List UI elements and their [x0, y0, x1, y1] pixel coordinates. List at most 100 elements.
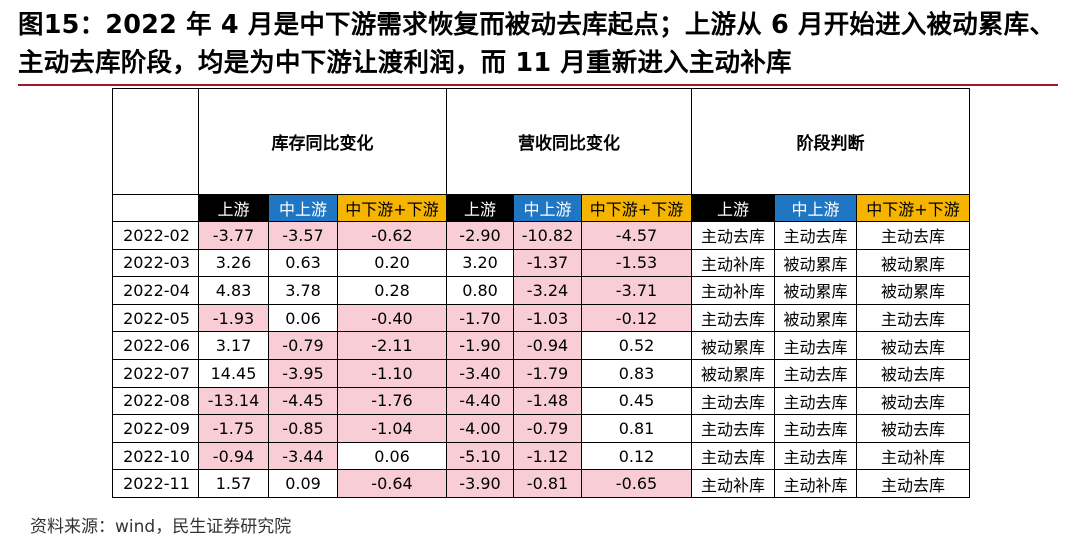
- table-row: 2022-05 -1.93 0.06 -0.40 -1.70 -1.03 -0.…: [112, 303, 970, 333]
- sub-header-upstream: 上游: [446, 194, 514, 222]
- table-row: 2022-03 3.26 0.63 0.20 3.20 -1.37 -1.53 …: [112, 248, 970, 278]
- stage-upstream-cell: 主动补库: [691, 276, 775, 305]
- inventory-mid-upstream-cell: -0.79: [268, 331, 338, 360]
- group-header-row: 库存同比变化 营收同比变化 阶段判断: [112, 88, 970, 195]
- revenue-mid-upstream-cell: -0.94: [513, 331, 582, 360]
- inventory-mid-upstream-cell: -3.57: [268, 221, 338, 250]
- revenue-upstream-cell: -1.70: [446, 303, 514, 333]
- sub-header-mid-upstream: 中上游: [774, 194, 857, 222]
- stage-downstream-cell: 主动去库: [856, 469, 970, 498]
- inventory-downstream-cell: -1.76: [337, 386, 447, 416]
- inventory-upstream-cell: -13.14: [198, 386, 269, 416]
- table-row: 2022-09 -1.75 -0.85 -1.04 -4.00 -0.79 0.…: [112, 414, 970, 443]
- date-cell: 2022-04: [112, 276, 199, 305]
- source-note: 资料来源：wind，民生证券研究院: [30, 517, 292, 537]
- date-cell: 2022-05: [112, 303, 199, 333]
- revenue-downstream-cell: 0.81: [581, 414, 692, 443]
- stage-mid-upstream-cell: 主动去库: [774, 441, 857, 471]
- date-header-cell: [112, 194, 199, 222]
- revenue-mid-upstream-cell: -1.48: [513, 386, 582, 416]
- inventory-mid-upstream-cell: -4.45: [268, 386, 338, 416]
- inventory-downstream-cell: 0.06: [337, 441, 447, 471]
- date-cell: 2022-11: [112, 469, 199, 498]
- revenue-upstream-cell: -5.10: [446, 441, 514, 471]
- sub-header-downstream: 中下游+下游: [856, 194, 970, 222]
- stage-mid-upstream-cell: 主动去库: [774, 358, 857, 388]
- date-cell: 2022-06: [112, 331, 199, 360]
- revenue-upstream-cell: -4.40: [446, 386, 514, 416]
- table-body: 2022-02 -3.77 -3.57 -0.62 -2.90 -10.82 -…: [112, 221, 970, 498]
- sub-header-downstream: 中下游+下游: [581, 194, 692, 222]
- revenue-mid-upstream-cell: -1.03: [513, 303, 582, 333]
- table-row: 2022-08 -13.14 -4.45 -1.76 -4.40 -1.48 0…: [112, 386, 970, 416]
- revenue-downstream-cell: 0.45: [581, 386, 692, 416]
- stage-mid-upstream-cell: 主动去库: [774, 414, 857, 443]
- inventory-mid-upstream-cell: 3.78: [268, 276, 338, 305]
- stage-mid-upstream-cell: 被动累库: [774, 276, 857, 305]
- stage-upstream-cell: 主动补库: [691, 248, 775, 278]
- revenue-downstream-cell: 0.52: [581, 331, 692, 360]
- inventory-downstream-cell: -0.62: [337, 221, 447, 250]
- inventory-upstream-cell: -1.93: [198, 303, 269, 333]
- inventory-mid-upstream-cell: 0.09: [268, 469, 338, 498]
- revenue-mid-upstream-cell: -3.24: [513, 276, 582, 305]
- revenue-downstream-cell: -3.71: [581, 276, 692, 305]
- group-header-inventory: 库存同比变化: [198, 88, 447, 195]
- revenue-mid-upstream-cell: -0.79: [513, 414, 582, 443]
- group-header-revenue: 营收同比变化: [446, 88, 692, 195]
- stage-downstream-cell: 被动累库: [856, 248, 970, 278]
- revenue-downstream-cell: -4.57: [581, 221, 692, 250]
- revenue-downstream-cell: 0.83: [581, 358, 692, 388]
- revenue-downstream-cell: -0.65: [581, 469, 692, 498]
- date-cell: 2022-07: [112, 358, 199, 388]
- revenue-upstream-cell: -3.90: [446, 469, 514, 498]
- stage-upstream-cell: 主动去库: [691, 414, 775, 443]
- stage-mid-upstream-cell: 主动去库: [774, 386, 857, 416]
- revenue-mid-upstream-cell: -1.12: [513, 441, 582, 471]
- stage-mid-upstream-cell: 被动累库: [774, 248, 857, 278]
- stage-downstream-cell: 被动去库: [856, 331, 970, 360]
- date-cell: 2022-03: [112, 248, 199, 278]
- stage-mid-upstream-cell: 被动累库: [774, 303, 857, 333]
- inventory-mid-upstream-cell: -3.95: [268, 358, 338, 388]
- inventory-downstream-cell: -1.04: [337, 414, 447, 443]
- stage-downstream-cell: 主动补库: [856, 441, 970, 471]
- stage-mid-upstream-cell: 主动去库: [774, 221, 857, 250]
- inventory-mid-upstream-cell: 0.63: [268, 248, 338, 278]
- inventory-upstream-cell: -1.75: [198, 414, 269, 443]
- stage-mid-upstream-cell: 主动去库: [774, 331, 857, 360]
- inventory-upstream-cell: 3.26: [198, 248, 269, 278]
- table-row: 2022-04 4.83 3.78 0.28 0.80 -3.24 -3.71 …: [112, 276, 970, 305]
- date-cell: 2022-08: [112, 386, 199, 416]
- inventory-mid-upstream-cell: 0.06: [268, 303, 338, 333]
- stage-downstream-cell: 被动去库: [856, 386, 970, 416]
- stage-upstream-cell: 主动去库: [691, 221, 775, 250]
- sub-header-upstream: 上游: [691, 194, 775, 222]
- stage-upstream-cell: 主动去库: [691, 303, 775, 333]
- revenue-upstream-cell: -3.40: [446, 358, 514, 388]
- sub-header-mid-upstream: 中上游: [513, 194, 582, 222]
- stage-downstream-cell: 主动去库: [856, 221, 970, 250]
- date-cell: 2022-02: [112, 221, 199, 250]
- table-row: 2022-11 1.57 0.09 -0.64 -3.90 -0.81 -0.6…: [112, 469, 970, 498]
- corner-cell: [112, 88, 199, 195]
- stage-upstream-cell: 被动累库: [691, 331, 775, 360]
- title-divider: [18, 84, 1058, 86]
- revenue-upstream-cell: -1.90: [446, 331, 514, 360]
- revenue-downstream-cell: -0.12: [581, 303, 692, 333]
- inventory-downstream-cell: -2.11: [337, 331, 447, 360]
- group-header-stage: 阶段判断: [691, 88, 970, 195]
- revenue-upstream-cell: 0.80: [446, 276, 514, 305]
- inventory-mid-upstream-cell: -0.85: [268, 414, 338, 443]
- date-cell: 2022-09: [112, 414, 199, 443]
- inventory-downstream-cell: 0.20: [337, 248, 447, 278]
- inventory-cycle-table: 库存同比变化 营收同比变化 阶段判断 上游 中上游 中下游+下游 上游 中上游 …: [112, 88, 970, 498]
- revenue-mid-upstream-cell: -1.79: [513, 358, 582, 388]
- stage-upstream-cell: 主动去库: [691, 386, 775, 416]
- table-row: 2022-07 14.45 -3.95 -1.10 -3.40 -1.79 0.…: [112, 358, 970, 388]
- figure-title: 图15：2022 年 4 月是中下游需求恢复而被动去库起点；上游从 6 月开始进…: [18, 10, 1056, 78]
- date-cell: 2022-10: [112, 441, 199, 471]
- inventory-upstream-cell: -0.94: [198, 441, 269, 471]
- table-row: 2022-06 3.17 -0.79 -2.11 -1.90 -0.94 0.5…: [112, 331, 970, 360]
- inventory-mid-upstream-cell: -3.44: [268, 441, 338, 471]
